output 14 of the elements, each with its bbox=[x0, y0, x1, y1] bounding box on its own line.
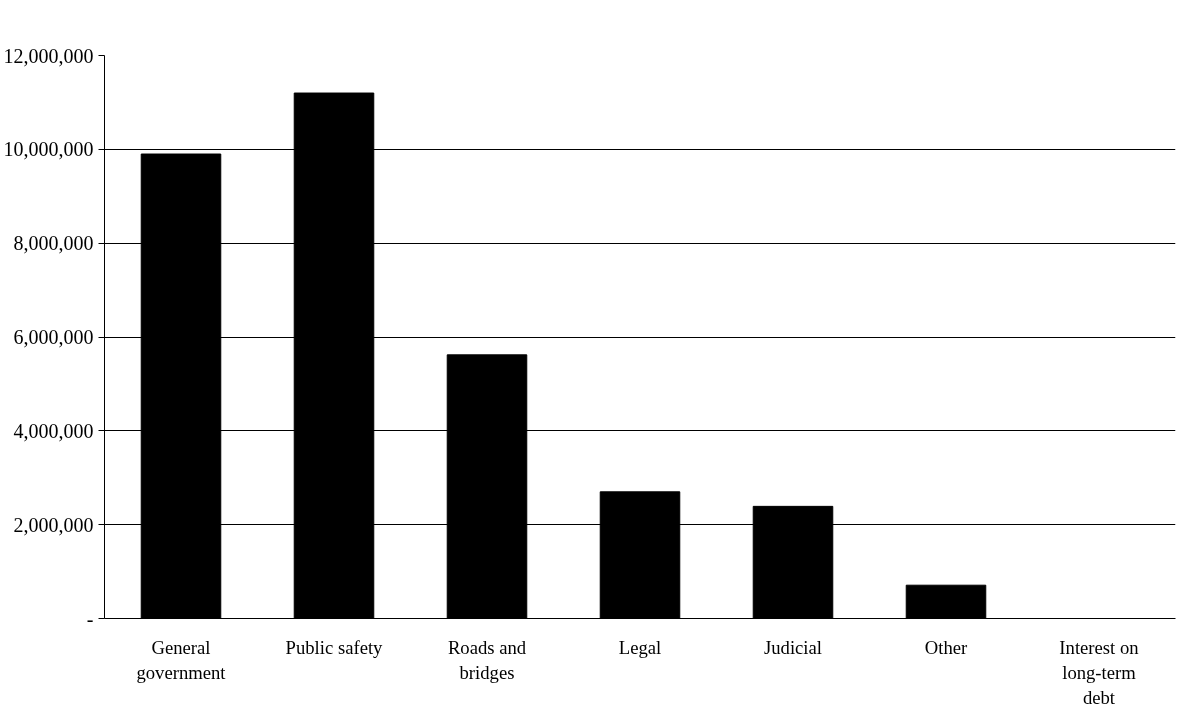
y-tick-label: 10,000,000 bbox=[3, 138, 94, 161]
x-tick-label: Judicial bbox=[763, 636, 823, 658]
x-tick-label: Other bbox=[924, 636, 969, 658]
x-tick-label: Legal bbox=[618, 636, 662, 658]
y-tick-label: 8,000,000 bbox=[13, 232, 94, 255]
x-tick-label: General government bbox=[136, 636, 227, 683]
x-tick-label: Interest on long-term debt bbox=[1059, 636, 1140, 708]
y-tick-label: - bbox=[86, 607, 94, 630]
y-tick-label: 6,000,000 bbox=[13, 326, 94, 348]
x-tick-label: Public safety bbox=[285, 636, 384, 658]
y-tick-label: 2,000,000 bbox=[13, 513, 94, 536]
x-tick-label: Roads and bridges bbox=[447, 636, 527, 683]
y-tick-label: 12,000,000 bbox=[3, 44, 94, 67]
y-tick-label: 4,000,000 bbox=[13, 419, 94, 442]
